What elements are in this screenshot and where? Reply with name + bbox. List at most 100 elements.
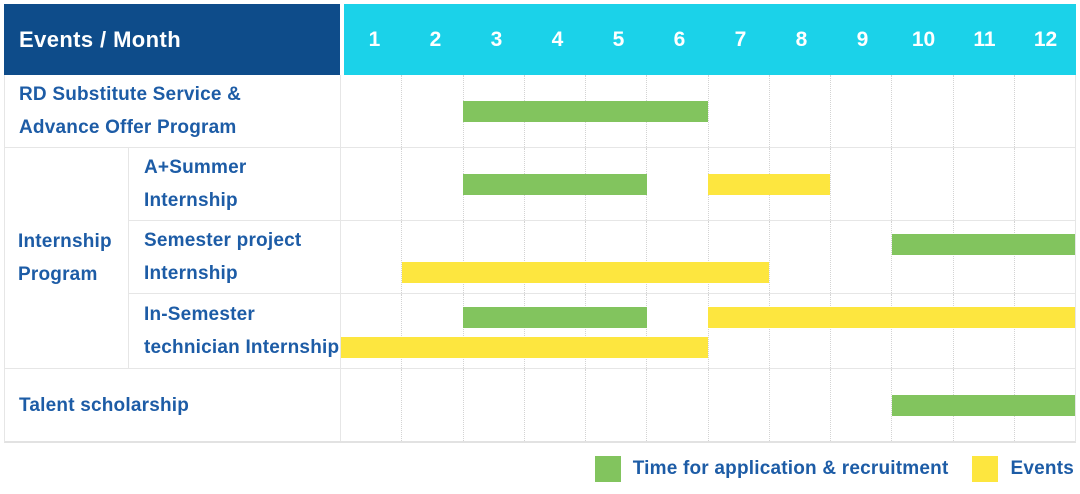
month-cell	[523, 369, 585, 441]
events-bar	[708, 174, 831, 195]
chart-area	[341, 221, 1075, 293]
month-cell	[830, 148, 891, 220]
legend-label-application: Time for application & recruitment	[632, 458, 949, 479]
gantt-table: Events / Month 1 2 3 4 5 6 7 8 9 10 11 12 RD Substi…	[4, 4, 1076, 482]
month-cell	[462, 369, 524, 441]
month-header-label: 3	[490, 27, 503, 51]
table-header: Events / Month 1 2 3 4 5 6 7 8 9 10 11 12	[4, 4, 1076, 75]
month-cell	[952, 75, 1014, 147]
row-label-line: In-Semester	[144, 304, 255, 325]
month-cell	[462, 294, 524, 368]
month-cell	[891, 148, 952, 220]
month-cell	[707, 221, 769, 293]
month-cell	[401, 294, 462, 368]
application-swatch-icon	[594, 456, 621, 482]
month-cell	[1013, 75, 1075, 147]
group-row: Internship Program A+Summer Internship Semes…	[5, 147, 1075, 368]
month-cell	[891, 294, 952, 368]
month-cell	[401, 148, 462, 220]
month-header-label: 6	[673, 27, 686, 51]
month-cell	[462, 221, 524, 293]
month-cell	[341, 148, 401, 220]
group-subrows: A+Summer Internship Semester project Intern…	[129, 148, 1075, 368]
month-cell	[341, 369, 401, 441]
month-cell	[462, 75, 524, 147]
month-cell	[585, 369, 646, 441]
month-cell	[891, 221, 952, 293]
month-cell	[585, 294, 646, 368]
row-label-line: Internship	[144, 263, 238, 284]
month-cell	[1013, 221, 1075, 293]
month-cell	[952, 294, 1014, 368]
month-cell	[707, 75, 769, 147]
month-cell	[341, 75, 401, 147]
month-cell	[768, 369, 830, 441]
legend: Time for application & recruitment Event…	[4, 456, 1076, 482]
group-label: Internship Program	[5, 148, 129, 368]
application-recruitment-bar	[891, 234, 1075, 255]
subrow-label: In-Semester technician Internship	[129, 294, 341, 368]
month-header-label: 1	[368, 27, 381, 51]
month-cell	[646, 221, 707, 293]
chart-area	[341, 148, 1075, 220]
month-header-label: 7	[734, 27, 747, 51]
month-header-label: 2	[429, 27, 442, 51]
chart-area	[341, 369, 1075, 441]
month-header-label: 9	[856, 27, 869, 51]
month-header-label: 12	[1033, 27, 1058, 51]
month-header-label: 4	[551, 27, 564, 51]
events-swatch-icon	[972, 456, 999, 482]
month-cell	[830, 221, 891, 293]
month-header-row: 1 2 3 4 5 6 7 8 9 10 11 12	[344, 4, 1076, 75]
month-header-label: 10	[911, 27, 936, 51]
application-recruitment-bar	[463, 174, 647, 195]
month-cell	[768, 75, 830, 147]
row-label: Talent scholarship	[5, 369, 341, 441]
row-label-line: Program	[18, 264, 98, 285]
month-header-label: 8	[795, 27, 808, 51]
row-label-line: Internship	[144, 190, 238, 211]
month-cell	[1013, 148, 1075, 220]
month-cell	[768, 294, 830, 368]
month-cell	[585, 221, 646, 293]
month-cell	[707, 369, 769, 441]
events-bar	[402, 262, 770, 283]
row-label-line: Talent scholarship	[19, 394, 190, 416]
table-row: Talent scholarship	[5, 368, 1075, 441]
month-cell	[830, 369, 891, 441]
month-cell	[401, 369, 462, 441]
month-cell	[523, 221, 585, 293]
table-subrow: A+Summer Internship	[129, 148, 1075, 220]
chart-area	[341, 75, 1075, 147]
month-cell	[830, 294, 891, 368]
events-bar	[708, 307, 1075, 328]
legend-label-events: Events	[1010, 458, 1074, 479]
month-cell	[341, 221, 401, 293]
month-cell	[707, 294, 769, 368]
month-cell	[1013, 294, 1075, 368]
month-header-label: 5	[612, 27, 625, 51]
row-label-line: RD Substitute Service &	[19, 84, 242, 105]
month-cell	[401, 75, 462, 147]
row-label-line: Semester project	[144, 230, 302, 251]
events-month-header-cell: Events / Month	[4, 4, 340, 75]
application-recruitment-bar	[463, 307, 647, 328]
subrow-label: A+Summer Internship	[129, 148, 341, 220]
month-cell	[768, 221, 830, 293]
row-label-line: Advance Offer Program	[19, 117, 237, 138]
month-cell	[401, 221, 462, 293]
month-cell	[952, 148, 1014, 220]
chart-area	[341, 294, 1075, 368]
table-subrow: In-Semester technician Internship	[129, 293, 1075, 368]
row-label-line: technician Internship	[144, 337, 340, 358]
row-label-line: A+Summer	[144, 157, 247, 178]
legend-item-application: Time for application & recruitment	[594, 456, 949, 482]
month-cell	[646, 294, 707, 368]
month-cell	[891, 75, 952, 147]
month-cell	[523, 294, 585, 368]
events-bar	[341, 337, 708, 358]
subrow-label: Semester project Internship	[129, 221, 341, 293]
row-label-line: Internship	[18, 231, 112, 252]
header-title: Events / Month	[19, 26, 182, 52]
month-cell	[646, 369, 707, 441]
